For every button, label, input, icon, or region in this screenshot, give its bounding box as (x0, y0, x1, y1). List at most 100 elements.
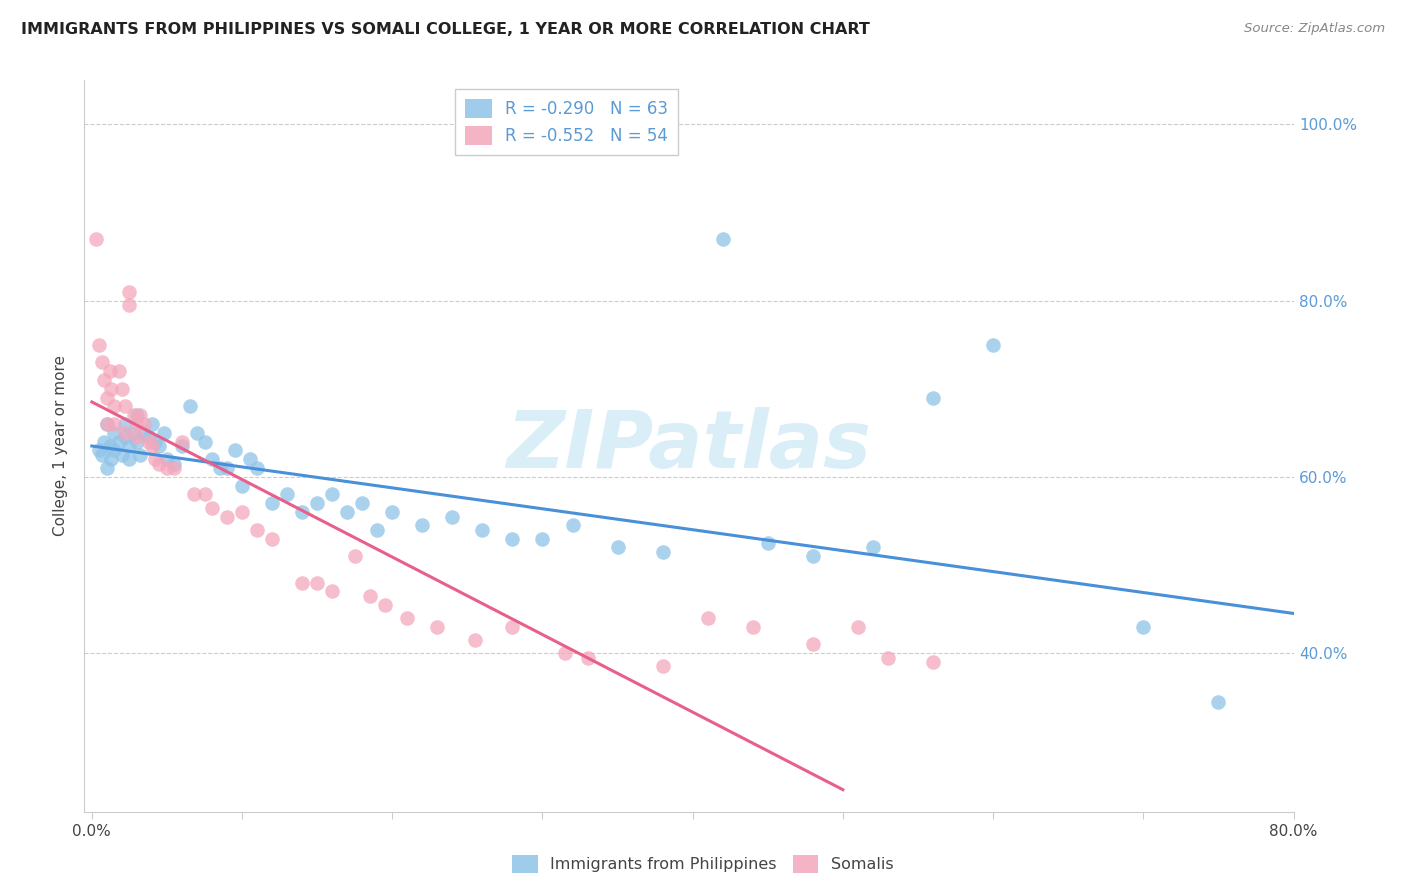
Point (981, 337, 1004, 351)
Point (215, 509, 238, 524)
Point (1132, 620, 1154, 634)
Point (651, 659, 673, 673)
Point (170, 439, 193, 453)
Point (561, 518, 583, 533)
Point (276, 487, 298, 501)
Point (208, 461, 231, 475)
Point (118, 439, 141, 453)
Point (96, 417, 118, 431)
Point (501, 532, 523, 546)
Point (86, 232, 108, 246)
Point (366, 523, 388, 537)
Point (426, 620, 449, 634)
Point (374, 598, 396, 612)
Point (321, 584, 343, 599)
Point (336, 505, 359, 519)
Point (125, 408, 148, 422)
Point (291, 505, 314, 519)
Point (396, 611, 419, 625)
Point (156, 461, 179, 475)
Point (141, 417, 163, 431)
Point (125, 417, 148, 431)
Point (129, 448, 152, 462)
Point (98, 364, 121, 378)
Point (89, 337, 111, 351)
Point (343, 549, 366, 563)
Point (134, 417, 156, 431)
Point (148, 439, 170, 453)
Point (163, 457, 186, 471)
Point (163, 461, 186, 475)
Point (696, 611, 718, 625)
Point (118, 452, 141, 467)
Point (711, 232, 734, 246)
Point (114, 425, 136, 440)
Point (224, 443, 246, 458)
Point (108, 364, 131, 378)
Point (125, 430, 148, 444)
Point (801, 637, 824, 651)
Point (96, 461, 118, 475)
Point (122, 425, 145, 440)
Text: Source: ZipAtlas.com: Source: ZipAtlas.com (1244, 22, 1385, 36)
Point (96, 391, 118, 405)
Point (122, 408, 145, 422)
Point (1208, 695, 1230, 709)
Point (381, 505, 404, 519)
Point (922, 391, 945, 405)
Point (143, 452, 166, 467)
Point (118, 298, 141, 312)
Point (118, 285, 141, 299)
Point (148, 457, 170, 471)
Point (129, 408, 152, 422)
Point (231, 478, 253, 492)
Point (246, 523, 269, 537)
Point (862, 541, 884, 555)
Point (877, 650, 900, 665)
Point (143, 434, 166, 449)
Point (141, 439, 163, 453)
Point (138, 430, 160, 444)
Point (186, 425, 208, 440)
Point (111, 382, 134, 396)
Text: ZIPatlas: ZIPatlas (506, 407, 872, 485)
Point (201, 500, 224, 515)
Point (108, 434, 131, 449)
Point (262, 532, 284, 546)
Point (352, 496, 374, 510)
Point (100, 382, 122, 396)
Point (464, 632, 486, 647)
Point (193, 487, 215, 501)
Point (651, 545, 673, 559)
Point (93, 373, 115, 387)
Point (846, 620, 869, 634)
Point (531, 532, 554, 546)
Point (201, 452, 224, 467)
Text: IMMIGRANTS FROM PHILIPPINES VS SOMALI COLLEGE, 1 YEAR OR MORE CORRELATION CHART: IMMIGRANTS FROM PHILIPPINES VS SOMALI CO… (21, 22, 870, 37)
Point (153, 425, 176, 440)
Point (411, 518, 433, 533)
Point (215, 461, 238, 475)
Point (98, 439, 121, 453)
Point (89, 443, 111, 458)
Point (501, 620, 523, 634)
Point (103, 425, 125, 440)
Point (262, 496, 284, 510)
Point (138, 434, 160, 449)
Point (801, 549, 824, 563)
Point (554, 646, 576, 660)
Point (103, 417, 125, 431)
Point (156, 452, 179, 467)
Point (93, 434, 115, 449)
Point (114, 417, 136, 431)
Point (231, 505, 253, 519)
Point (179, 400, 201, 414)
Point (359, 589, 381, 603)
Point (606, 541, 628, 555)
Y-axis label: College, 1 year or more: College, 1 year or more (53, 356, 69, 536)
Point (111, 448, 134, 462)
Point (922, 655, 945, 669)
Point (441, 509, 464, 524)
Point (321, 487, 343, 501)
Point (307, 496, 329, 510)
